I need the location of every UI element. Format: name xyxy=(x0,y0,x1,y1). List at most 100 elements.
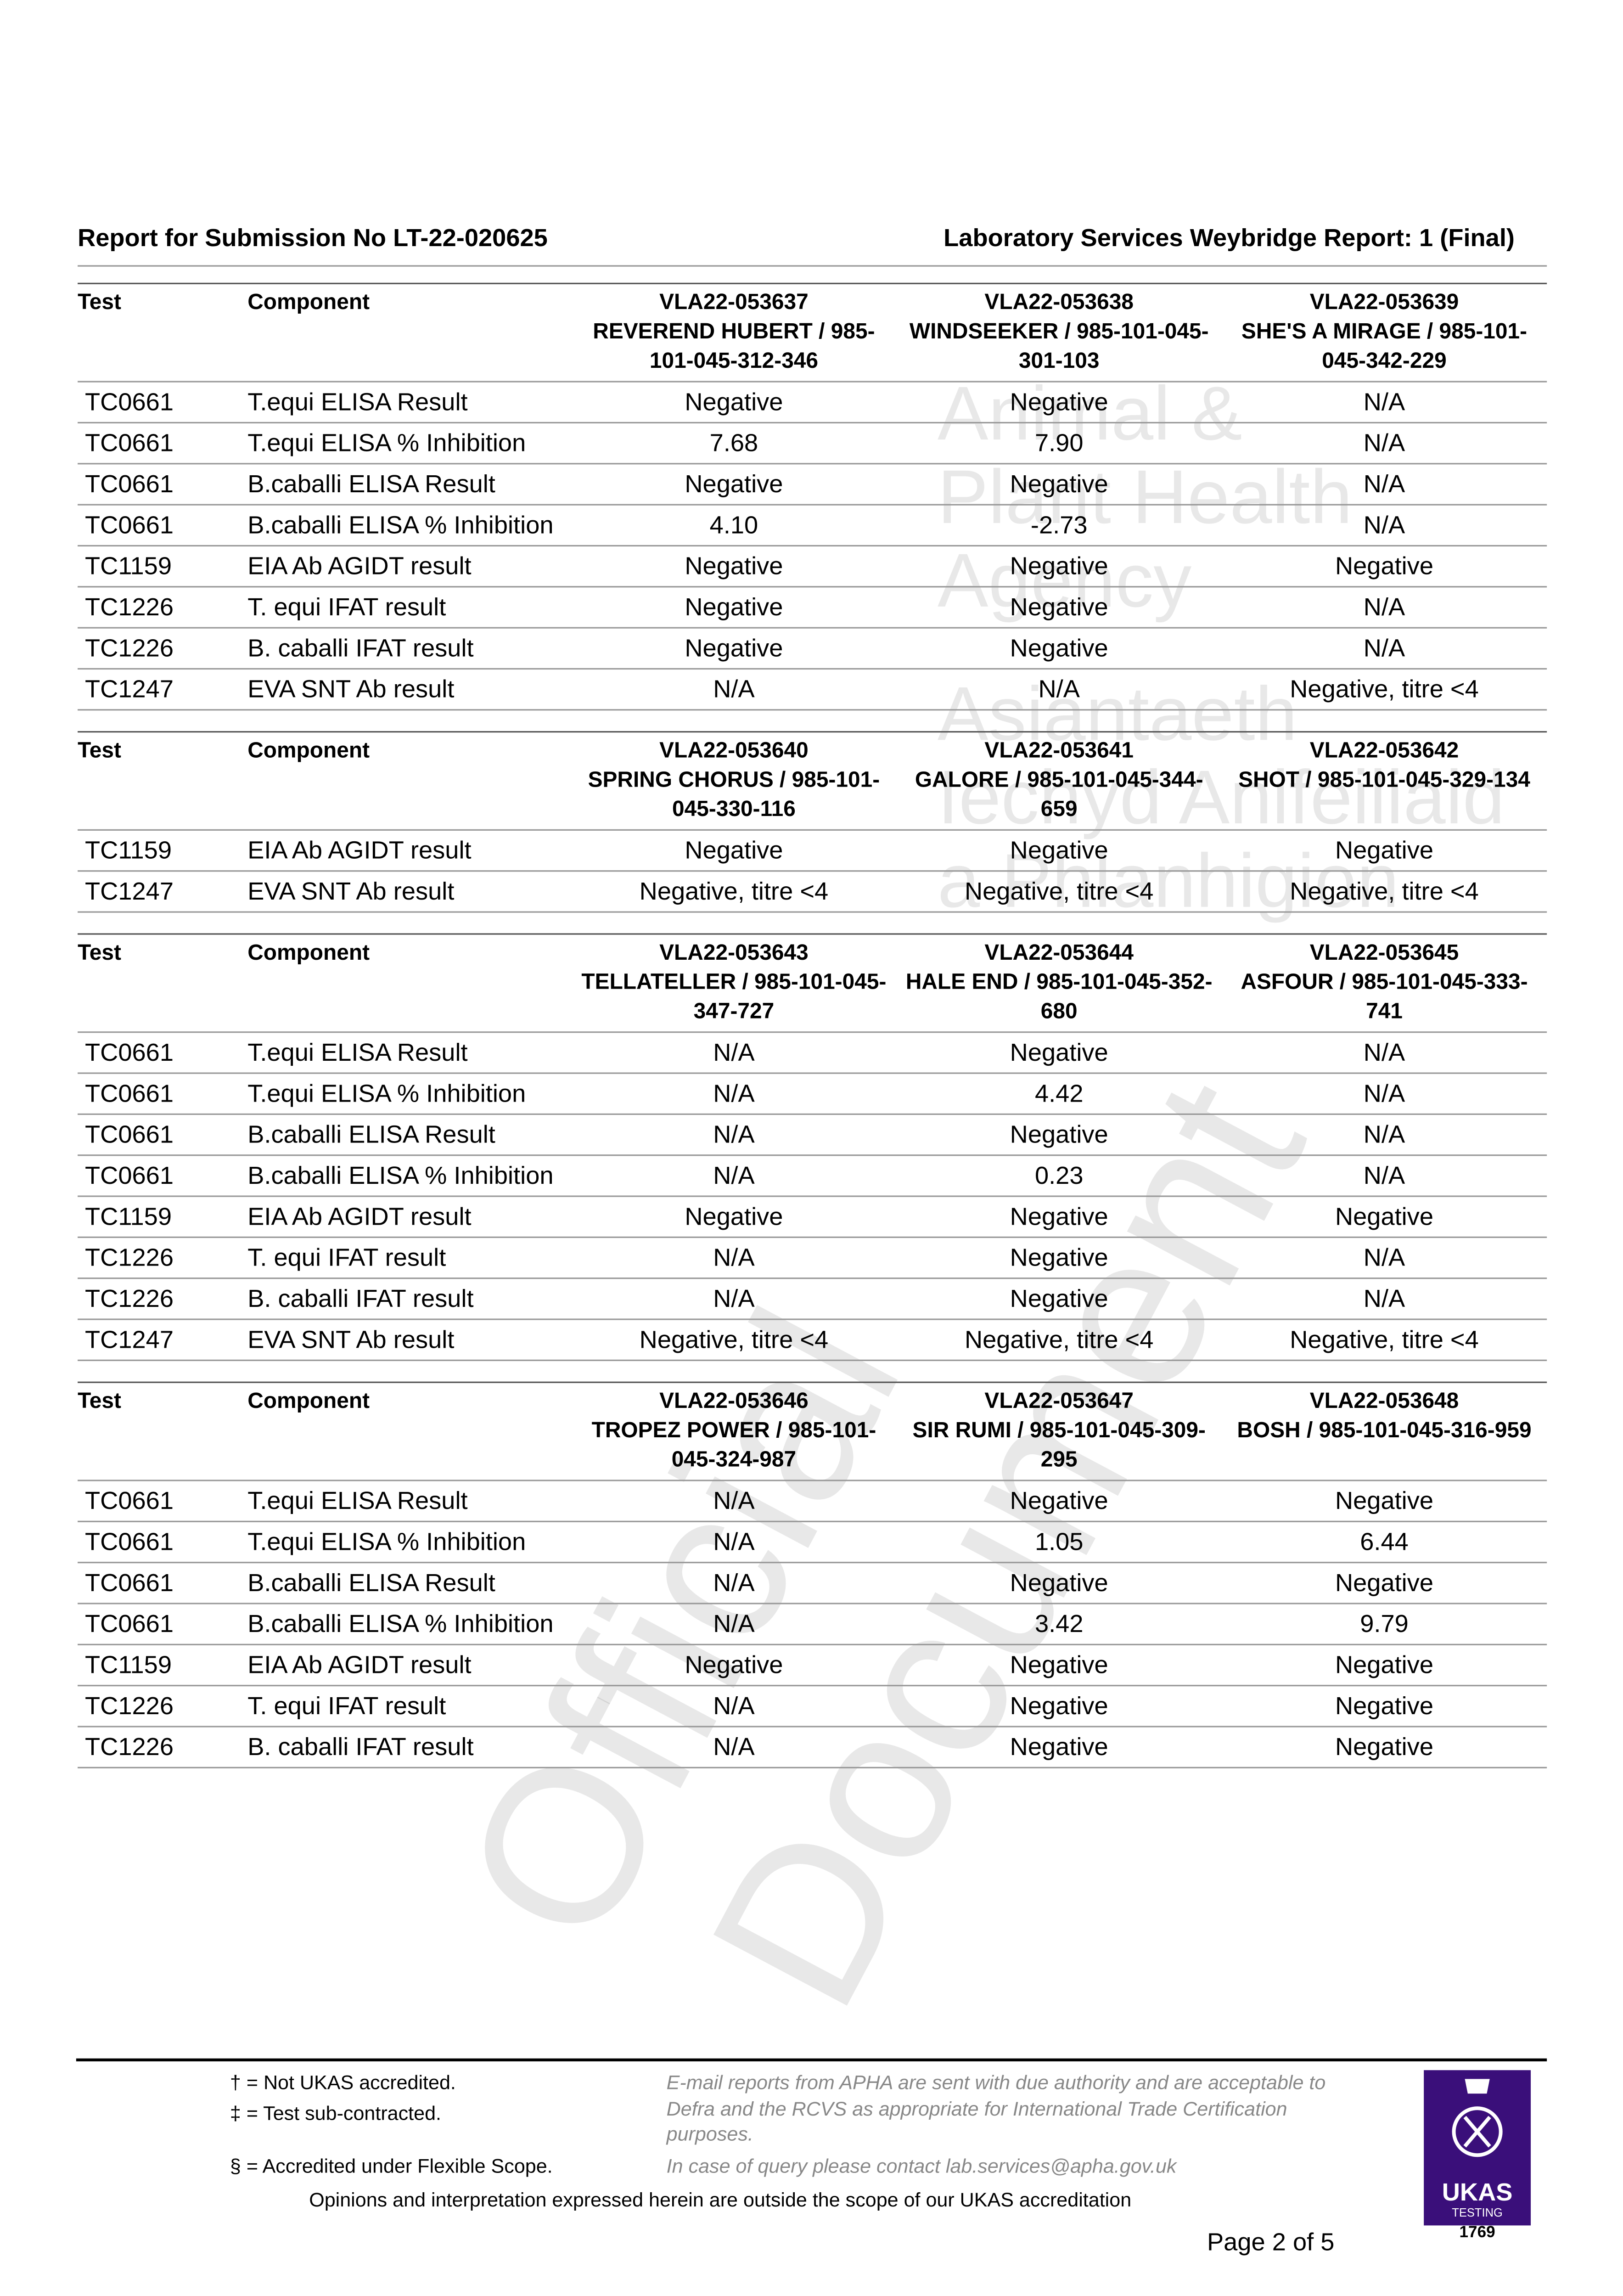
cell-result: N/A xyxy=(713,1733,755,1761)
cell-component: T. equi IFAT result xyxy=(247,1244,446,1272)
cell-result: Negative xyxy=(1010,552,1108,580)
header-sample: VLA22-053638 WINDSEEKER / 985-101-045-30… xyxy=(909,290,1209,374)
cell-component: EIA Ab AGIDT result xyxy=(247,1203,472,1231)
cell-result: N/A xyxy=(713,1120,755,1149)
cell-test: TC1226 xyxy=(85,593,174,621)
cell-result: N/A xyxy=(713,1162,755,1190)
cell-result: N/A xyxy=(713,1528,755,1556)
cell-component: B.caballi ELISA % Inhibition xyxy=(247,511,554,540)
cell-component: B.caballi ELISA % Inhibition xyxy=(247,1610,554,1638)
cell-test: TC0661 xyxy=(85,388,174,416)
table-row: TC0661 T.equi ELISA % Inhibition N/A 4.42 N/… xyxy=(78,1074,1547,1115)
header-test: Test xyxy=(78,940,121,966)
cell-result: N/A xyxy=(1363,470,1405,498)
footer-divider xyxy=(76,2058,1547,2062)
table-row: TC1159 EIA Ab AGIDT result Negative Negativ… xyxy=(78,1197,1547,1238)
ukas-number: 1769 xyxy=(1459,2224,1495,2242)
results-tables: Test Component VLA22-053637 REVEREND HUBER… xyxy=(78,282,1547,1789)
table-row: TC1226 B. caballi IFAT result N/A Negative N… xyxy=(78,1279,1547,1320)
cell-result: Negative xyxy=(1010,1203,1108,1231)
cell-result: N/A xyxy=(713,1080,755,1108)
header-sample: VLA22-053639 SHE'S A MIRAGE / 985-101-04… xyxy=(1241,290,1528,374)
cell-result: N/A xyxy=(713,675,755,703)
cell-result: 9.79 xyxy=(1360,1610,1409,1638)
table-row: TC1226 B. caballi IFAT result Negative Nega… xyxy=(78,629,1547,670)
report-title: Laboratory Services Weybridge Report: 1 … xyxy=(943,224,1515,252)
cell-result: Negative xyxy=(1010,470,1108,498)
header-component: Component xyxy=(247,940,370,966)
header-component: Component xyxy=(247,738,370,764)
cell-test: TC1159 xyxy=(85,552,172,580)
cell-result: Negative xyxy=(1010,1120,1108,1149)
cell-result: N/A xyxy=(1363,388,1405,416)
cell-result: 3.42 xyxy=(1034,1610,1084,1638)
cell-result: 7.68 xyxy=(709,429,758,457)
cell-result: Negative xyxy=(685,1651,783,1679)
cell-component: B. caballi IFAT result xyxy=(247,1285,474,1313)
header-sample: VLA22-053645 ASFOUR / 985-101-045-333-74… xyxy=(1241,940,1528,1024)
header-sample: VLA22-053644 HALE END / 985-101-045-352-… xyxy=(905,940,1213,1024)
cell-component: T.equi ELISA % Inhibition xyxy=(247,429,526,457)
cell-test: TC1247 xyxy=(85,1326,174,1354)
header-test: Test xyxy=(78,1389,121,1414)
header-component: Component xyxy=(247,290,370,315)
cell-result: 4.42 xyxy=(1034,1080,1084,1108)
cell-result: N/A xyxy=(713,1039,755,1067)
cell-component: B.caballi ELISA Result xyxy=(247,1120,495,1149)
cell-result: N/A xyxy=(1363,1120,1405,1149)
cell-test: TC1247 xyxy=(85,675,174,703)
opinions-note: Opinions and interpretation expressed he… xyxy=(309,2189,1132,2211)
cell-result: N/A xyxy=(1363,1162,1405,1190)
cell-result: Negative xyxy=(1010,1569,1108,1597)
table-row: TC0661 B.caballi ELISA Result Negative Nega… xyxy=(78,464,1547,506)
table-row: TC0661 T.equi ELISA Result N/A Negative N/A xyxy=(78,1033,1547,1074)
cell-result: N/A xyxy=(713,1692,755,1720)
cell-test: TC0661 xyxy=(85,1120,174,1149)
cell-result: Negative xyxy=(685,593,783,621)
cell-result: Negative xyxy=(1335,1569,1434,1597)
table-header: Test Component VLA22-053643 TELLATELLER / … xyxy=(78,935,1547,1033)
cell-component: T. equi IFAT result xyxy=(247,1692,446,1720)
cell-result: N/A xyxy=(1363,1285,1405,1313)
table-row: TC0661 B.caballi ELISA % Inhibition N/A 3.4… xyxy=(78,1604,1547,1645)
crown-icon xyxy=(1452,2079,1503,2157)
cell-result: Negative xyxy=(1335,1733,1434,1761)
table-row: TC1226 B. caballi IFAT result N/A Negative N… xyxy=(78,1728,1547,1768)
cell-component: B. caballi IFAT result xyxy=(247,634,474,663)
cell-result: Negative xyxy=(1010,593,1108,621)
divider xyxy=(78,265,1547,267)
cell-component: EIA Ab AGIDT result xyxy=(247,836,472,865)
results-section: Test Component VLA22-053640 SPRING CHORUS … xyxy=(78,731,1547,913)
cell-result: N/A xyxy=(1363,634,1405,663)
table-row: TC0661 B.caballi ELISA % Inhibition 4.10 -2… xyxy=(78,506,1547,547)
table-row: TC1247 EVA SNT Ab result Negative, titre <… xyxy=(78,1320,1547,1361)
cell-test: TC0661 xyxy=(85,1162,174,1190)
cell-result: Negative xyxy=(1010,1285,1108,1313)
note-subcontracted: ‡ = Test sub-contracted. xyxy=(230,2102,442,2125)
cell-component: T.equi ELISA Result xyxy=(247,1487,468,1515)
table-row: TC1247 EVA SNT Ab result N/A N/A Negative, t… xyxy=(78,670,1547,711)
cell-result: N/A xyxy=(1363,511,1405,540)
table-header: Test Component VLA22-053637 REVEREND HUBER… xyxy=(78,284,1547,383)
header-sample: VLA22-053640 SPRING CHORUS / 985-101-045… xyxy=(588,738,880,822)
cell-result: Negative, titre <4 xyxy=(639,878,829,906)
cell-component: T.equi ELISA Result xyxy=(247,388,468,416)
note-not-accredited: † = Not UKAS accredited. xyxy=(230,2071,456,2094)
cell-result: N/A xyxy=(1363,1039,1405,1067)
cell-result: N/A xyxy=(713,1244,755,1272)
cell-result: Negative xyxy=(1335,552,1434,580)
cell-result: Negative, titre <4 xyxy=(1290,1326,1479,1354)
cell-test: TC0661 xyxy=(85,1610,174,1638)
table-row: TC1159 EIA Ab AGIDT result Negative Negativ… xyxy=(78,831,1547,872)
cell-result: 4.10 xyxy=(709,511,758,540)
cell-test: TC0661 xyxy=(85,429,174,457)
cell-component: T.equi ELISA Result xyxy=(247,1039,468,1067)
cell-test: TC1159 xyxy=(85,836,172,865)
page-number: Page 2 of 5 xyxy=(1207,2228,1335,2257)
table-row: TC0661 T.equi ELISA Result N/A Negative Nega… xyxy=(78,1481,1547,1522)
cell-result: Negative xyxy=(1010,1487,1108,1515)
cell-result: Negative xyxy=(1010,1039,1108,1067)
header-sample: VLA22-053646 TROPEZ POWER / 985-101-045-… xyxy=(591,1389,876,1473)
cell-result: Negative xyxy=(1335,1692,1434,1720)
